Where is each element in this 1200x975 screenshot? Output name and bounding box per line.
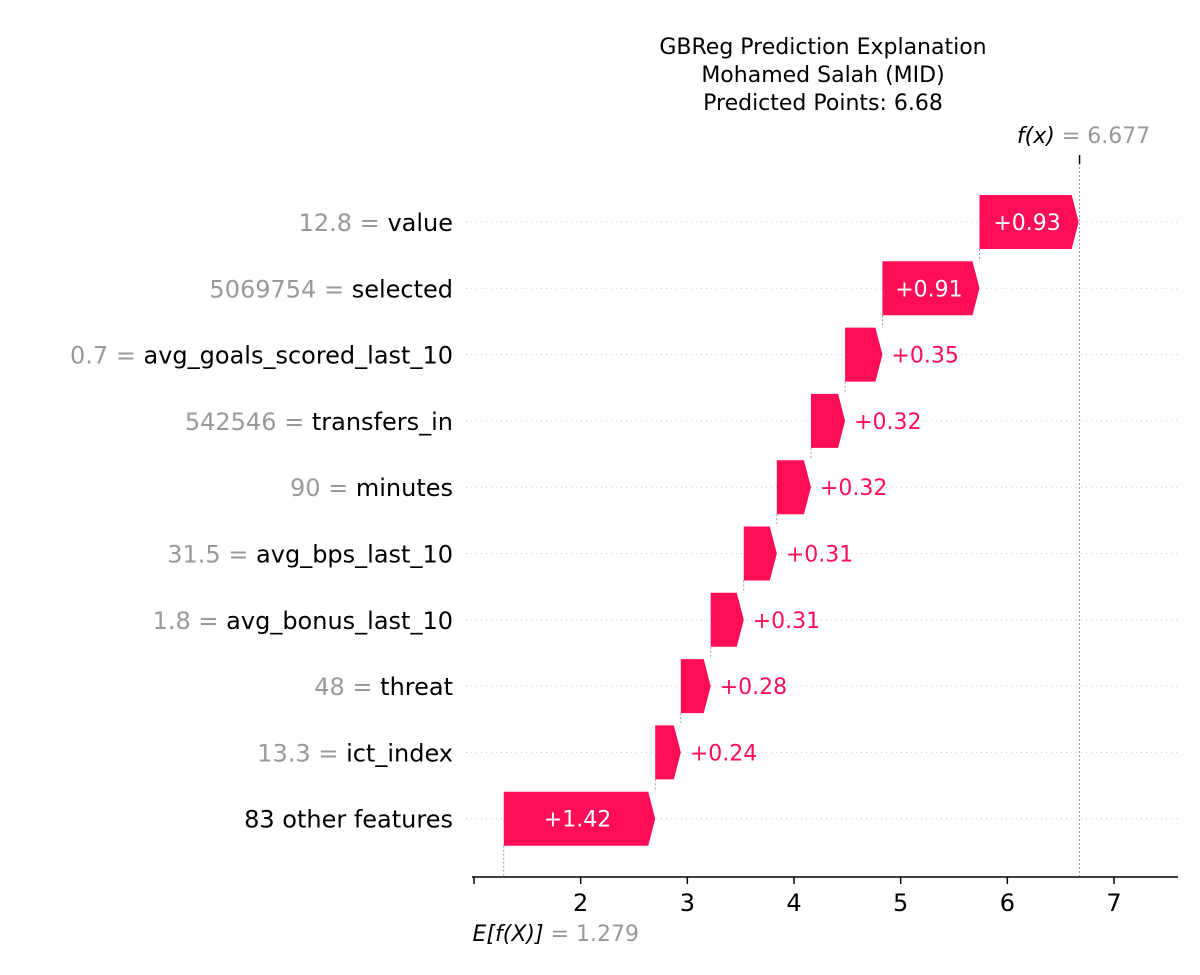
feature-label: 12.8 = value xyxy=(299,209,453,237)
grid-lines xyxy=(466,221,1178,820)
feature-label: 31.5 = avg_bps_last_10 xyxy=(167,541,453,569)
bar-selected xyxy=(882,261,980,316)
feature-name: avg_bonus_last_10 xyxy=(226,607,453,635)
bar-value-label: +0.28 xyxy=(720,675,787,700)
bar-avg-goals-scored-last-10 xyxy=(845,327,883,382)
feature-value: 0.7 = xyxy=(70,342,144,370)
feature-name: value xyxy=(387,209,453,237)
bar-ict-index xyxy=(655,725,681,780)
feature-label: 83 other features xyxy=(244,806,453,834)
feature-name: avg_bps_last_10 xyxy=(256,541,453,569)
bar-83-other-features xyxy=(503,791,656,846)
feature-name: avg_goals_scored_last_10 xyxy=(144,342,454,370)
output-value-annotation: f(x) = 6.677 xyxy=(1017,124,1150,149)
bar-value-label: +0.35 xyxy=(891,344,958,369)
feature-value: 542546 = xyxy=(185,408,312,436)
feature-name: 83 other features xyxy=(244,806,453,834)
value-annotations: f(x) = 6.677 E[f(X)] = 1.279 xyxy=(473,124,1151,947)
feature-label: 1.8 = avg_bonus_last_10 xyxy=(153,607,453,635)
bar-value-label: +0.31 xyxy=(753,609,820,634)
feature-name: transfers_in xyxy=(312,408,453,436)
feature-value: 12.8 = xyxy=(299,209,388,237)
feature-label: 13.3 = ict_index xyxy=(257,739,453,767)
bar-value-label: +0.93 xyxy=(993,211,1060,236)
bar-avg-bps-last-10 xyxy=(743,526,777,581)
title-line: GBReg Prediction Explanation xyxy=(659,35,986,60)
bar-threat xyxy=(680,659,711,714)
x-tick-label: 6 xyxy=(1000,889,1015,917)
title-line: Mohamed Salah (MID) xyxy=(701,63,944,88)
title-line: Predicted Points: 6.68 xyxy=(703,91,943,116)
feature-name: minutes xyxy=(356,474,453,502)
feature-value: 31.5 = xyxy=(167,541,256,569)
feature-label: 542546 = transfers_in xyxy=(185,408,453,436)
feature-value: 5069754 = xyxy=(209,275,351,303)
bar-transfers-in xyxy=(810,393,846,448)
bar-value-label: +0.32 xyxy=(820,476,887,501)
x-axis: 2 3 4 5 6 7 xyxy=(472,155,1178,917)
feature-value: 90 = xyxy=(290,474,356,502)
base-value-symbol: E[f(X)] xyxy=(473,922,551,947)
chart-title: GBReg Prediction Explanation Mohamed Sal… xyxy=(659,35,986,116)
bar-avg-bonus-last-10 xyxy=(710,592,744,647)
bar-value-label: +0.32 xyxy=(854,410,921,435)
bar-value-label: +0.24 xyxy=(690,741,757,766)
feature-value: 1.8 = xyxy=(153,607,227,635)
bar-value-label: +0.31 xyxy=(786,543,853,568)
feature-label: 90 = minutes xyxy=(290,474,453,502)
feature-label: 0.7 = avg_goals_scored_last_10 xyxy=(70,342,453,370)
bar-minutes xyxy=(776,460,811,515)
feature-name: ict_index xyxy=(346,739,453,767)
feature-label: 5069754 = selected xyxy=(209,275,453,303)
bar-value-label: +1.42 xyxy=(544,808,611,833)
x-tick-label: 3 xyxy=(680,889,695,917)
feature-name: threat xyxy=(380,673,453,701)
connector-lines xyxy=(503,155,1080,877)
feature-value: 48 = xyxy=(314,673,380,701)
x-tick-label: 5 xyxy=(893,889,908,917)
bar-value-label: +0.91 xyxy=(895,277,962,302)
feature-label: 48 = threat xyxy=(314,673,453,701)
base-value-text: = 1.279 xyxy=(551,922,639,947)
output-value-text: = 6.677 xyxy=(1062,124,1150,149)
bar-value xyxy=(979,195,1079,249)
output-value-symbol: f(x) xyxy=(1017,124,1062,149)
base-value-annotation: E[f(X)] = 1.279 xyxy=(473,922,639,947)
feature-name: selected xyxy=(352,275,453,303)
x-tick-label: 4 xyxy=(786,889,801,917)
x-tick-label: 7 xyxy=(1106,889,1121,917)
feature-value: 13.3 = xyxy=(257,739,346,767)
feature-labels: 12.8 = value 5069754 = selected 0.7 = avg_… xyxy=(70,209,453,834)
x-tick-label: 2 xyxy=(573,889,588,917)
bars: +0.93 +0.91 +0.35 +0.32 +0.32 +0.31 +0.31 +0.28… xyxy=(503,195,1079,846)
